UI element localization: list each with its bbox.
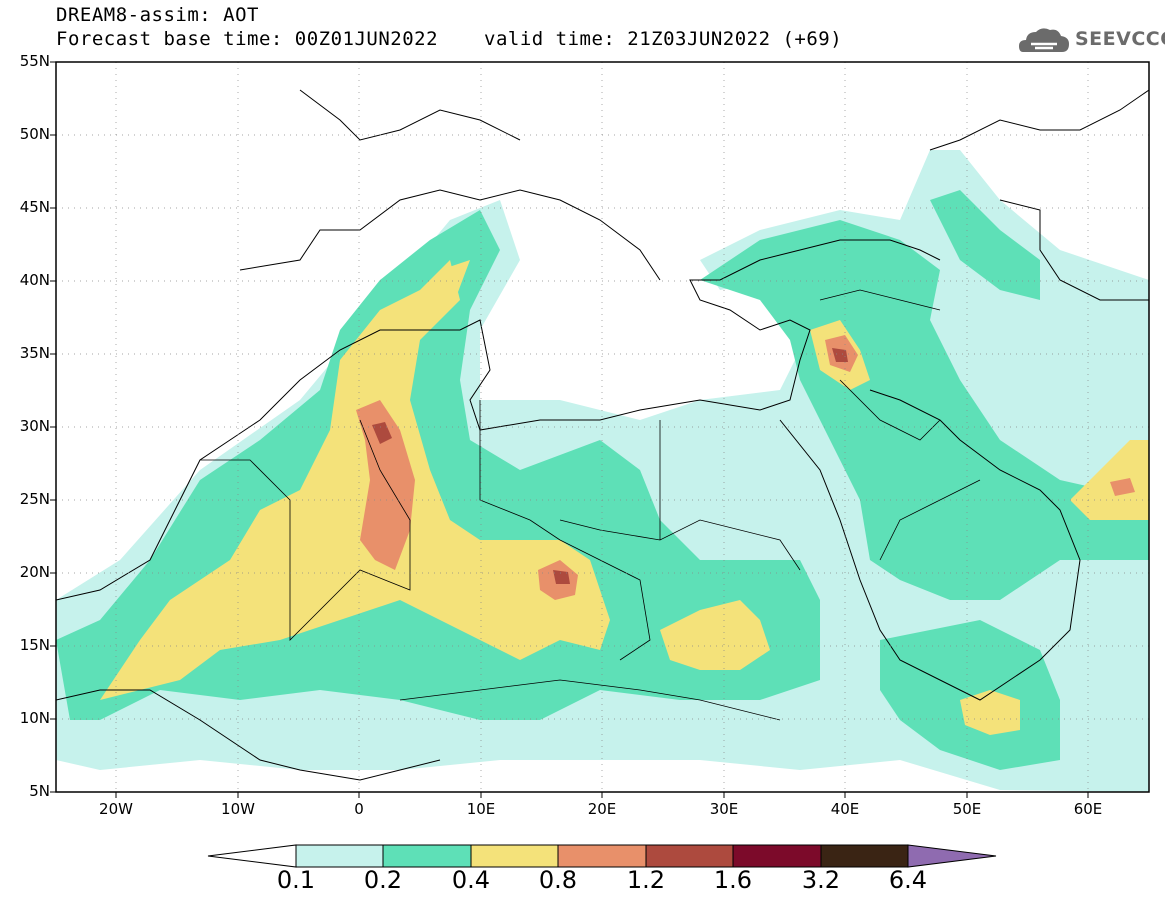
grid-lines <box>56 62 1149 792</box>
lat-label-10n: 10N <box>19 709 50 727</box>
axis-ticks <box>50 61 1089 798</box>
colorbar-low-arrow <box>207 844 297 868</box>
lon-label-10e: 10E <box>466 800 496 818</box>
lat-label-40n: 40N <box>19 271 50 289</box>
lon-label-0: 0 <box>354 800 364 818</box>
coastlines <box>56 89 1149 781</box>
colorbar-segment-2 <box>382 844 472 868</box>
logo-text: SEEVCCC <box>1075 28 1165 50</box>
lat-label-45n: 45N <box>19 198 50 216</box>
colorbar-segment-1 <box>295 844 384 868</box>
lat-label-50n: 50N <box>19 125 50 143</box>
colorbar-label-0.8: 0.8 <box>538 866 578 894</box>
lat-label-55n: 55N <box>19 52 50 70</box>
colorbar-label-1.6: 1.6 <box>713 866 753 894</box>
lon-label-10w: 10W <box>221 800 255 818</box>
forecast-base-time: Forecast base time: 00Z01JUN2022 <box>56 28 439 50</box>
colorbar-label-1.2: 1.2 <box>626 866 666 894</box>
lat-label-30n: 30N <box>19 417 50 435</box>
colorbar <box>207 844 997 868</box>
lat-label-15n: 15N <box>19 636 50 654</box>
lon-label-40e: 40E <box>830 800 860 818</box>
lon-label-50e: 50E <box>952 800 982 818</box>
lat-label-35n: 35N <box>19 344 50 362</box>
colorbar-label-0.1: 0.1 <box>276 866 316 894</box>
lon-label-20e: 20E <box>587 800 617 818</box>
map-title: DREAM8-assim: AOT <box>56 4 259 26</box>
colorbar-label-6.4: 6.4 <box>888 866 928 894</box>
lat-label-25n: 25N <box>19 490 50 508</box>
lon-label-30e: 30E <box>709 800 739 818</box>
colorbar-label-0.4: 0.4 <box>451 866 491 894</box>
colorbar-segment-6 <box>732 844 822 868</box>
lat-label-20n: 20N <box>19 563 50 581</box>
colorbar-segment-3 <box>470 844 559 868</box>
cloud-icon <box>1019 28 1069 52</box>
colorbar-segment-7 <box>820 844 909 868</box>
lat-label-5n: 5N <box>29 782 50 800</box>
colorbar-label-0.2: 0.2 <box>363 866 403 894</box>
colorbar-segment-5 <box>645 844 734 868</box>
lon-label-20w: 20W <box>99 800 133 818</box>
aot-band-1.2 <box>372 348 848 584</box>
country-borders <box>200 289 981 721</box>
lon-label-60e: 60E <box>1073 800 1103 818</box>
colorbar-high-arrow <box>907 844 997 868</box>
colorbar-label-3.2: 3.2 <box>801 866 841 894</box>
valid-time: valid time: 21Z03JUN2022 (+69) <box>484 28 843 50</box>
aot-band-0.4 <box>100 260 1149 735</box>
colorbar-segment-4 <box>557 844 647 868</box>
